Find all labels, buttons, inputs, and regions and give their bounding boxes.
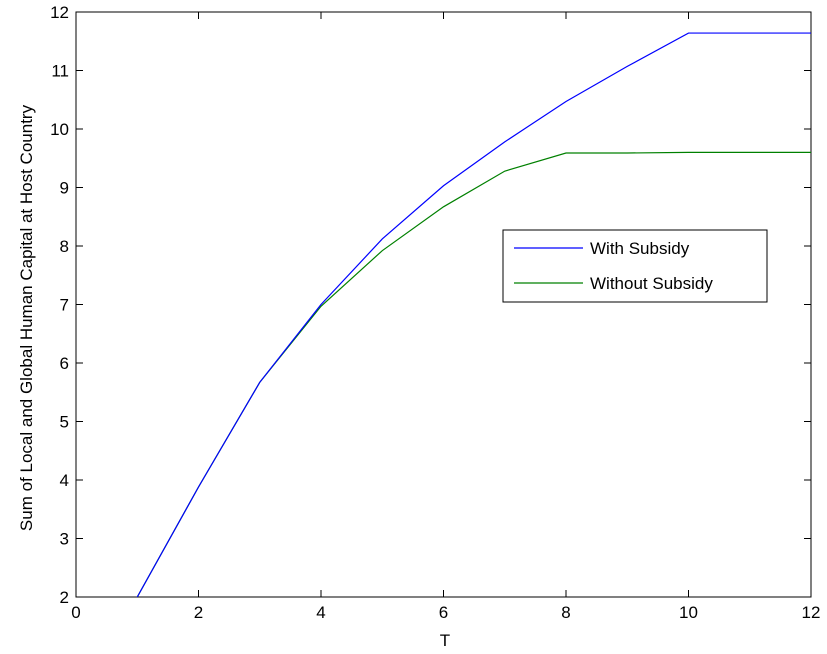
legend-box: [502, 229, 768, 303]
y-tick-label: 5: [60, 413, 69, 432]
x-axis-label: T: [440, 631, 450, 650]
x-tick-label: 4: [316, 603, 325, 622]
legend: With Subsidy Without Subsidy: [502, 229, 768, 303]
y-tick-label: 11: [51, 62, 69, 81]
y-tick-label: 3: [60, 530, 69, 549]
series-line-with-subsidy: [136, 32, 811, 597]
x-tick-label: 6: [439, 603, 448, 622]
x-tick-label: 10: [679, 603, 698, 622]
plot-area: [75, 11, 812, 598]
y-tick-label: 4: [60, 471, 69, 490]
y-tick-label: 10: [50, 120, 69, 139]
legend-label: Without Subsidy: [590, 274, 713, 293]
x-tick-label: 8: [561, 603, 570, 622]
y-tick-label: 8: [60, 237, 69, 256]
y-tick-label: 7: [60, 296, 69, 315]
legend-label: With Subsidy: [590, 239, 690, 258]
y-tick-label: 9: [60, 179, 69, 198]
y-tick-label: 12: [50, 3, 69, 22]
y-tick-label: 6: [60, 354, 69, 373]
y-axis-label: Sum of Local and Global Human Capital at…: [17, 104, 36, 531]
x-tick-label: 2: [194, 603, 203, 622]
x-tick-label: 0: [71, 603, 80, 622]
x-tick-label: 12: [802, 603, 821, 622]
y-tick-label: 2: [60, 588, 69, 607]
